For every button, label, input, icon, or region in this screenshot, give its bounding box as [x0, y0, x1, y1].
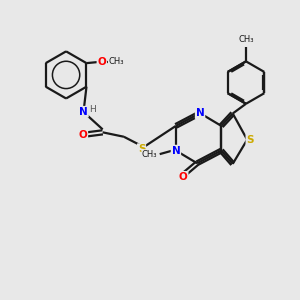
Text: CH₃: CH₃ [108, 57, 124, 66]
Text: N: N [172, 146, 180, 156]
Text: O: O [79, 130, 87, 140]
Text: H: H [90, 105, 96, 114]
Text: S: S [138, 144, 145, 154]
Text: CH₃: CH₃ [238, 35, 254, 44]
Text: N: N [196, 108, 204, 118]
Text: CH₃: CH₃ [142, 150, 158, 159]
Text: O: O [179, 172, 188, 182]
Text: N: N [79, 107, 88, 117]
Text: O: O [98, 57, 106, 67]
Text: S: S [246, 135, 254, 145]
